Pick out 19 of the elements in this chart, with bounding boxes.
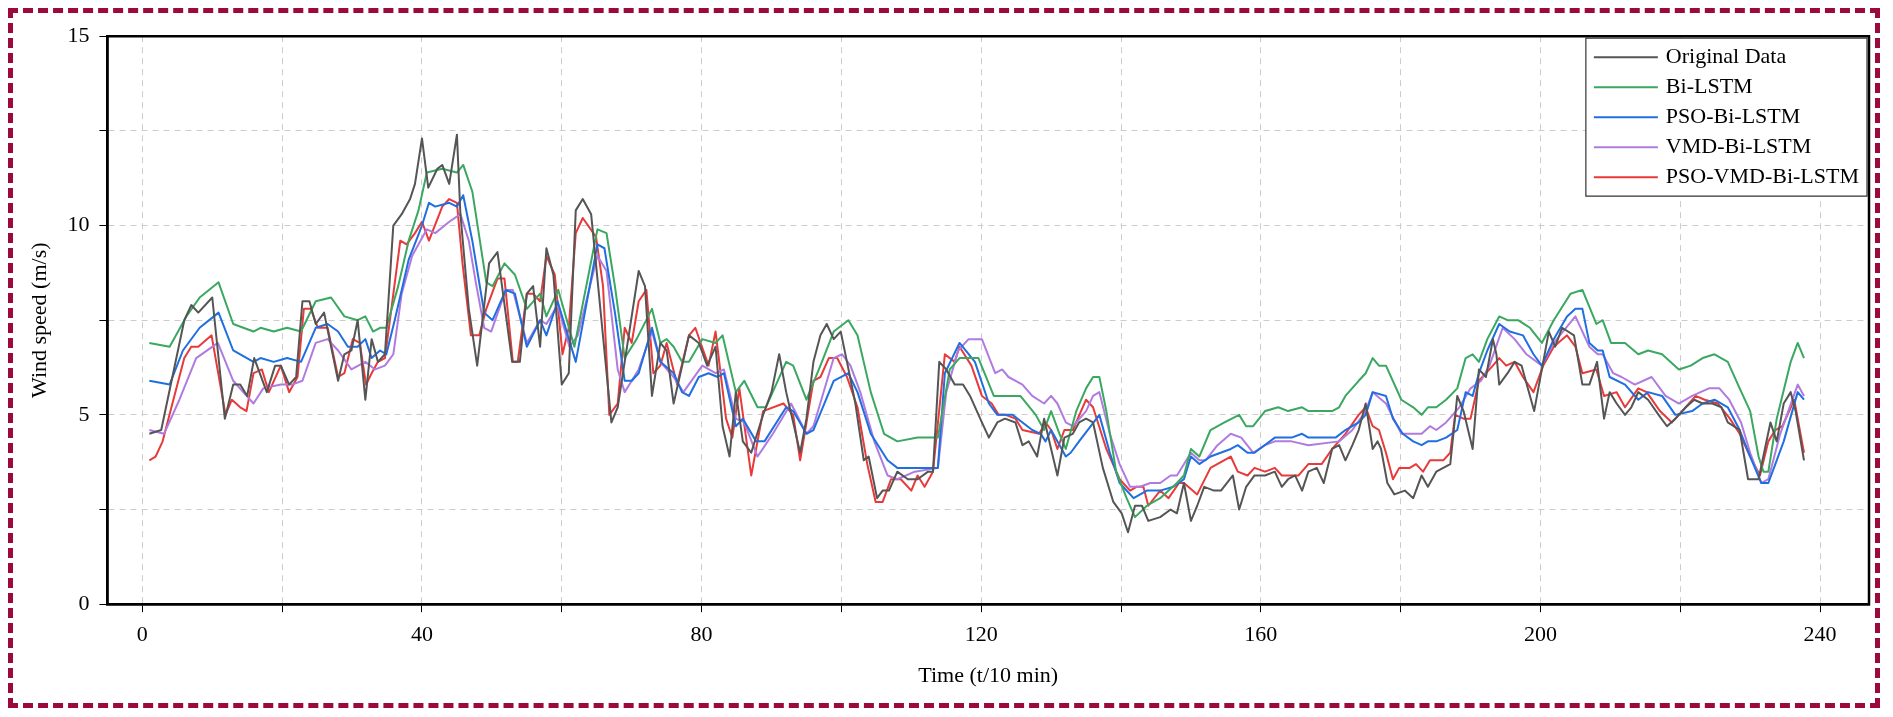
legend-label: PSO-Bi-LSTM — [1665, 102, 1801, 128]
x-tick-label: 0 — [136, 621, 148, 647]
x-tick-label: 80 — [690, 621, 713, 647]
dashed-frame: Time (t/10 min) Wind speed (m/s) 0 40 80 120 160 200 240 0 5 10 15 Original Data Bi-LSTM PSO-Bi-LSTM VMD-Bi-LSTM PSO-VMD-Bi-LSTM — [8, 8, 1880, 708]
y-tick-label: 0 — [78, 589, 90, 615]
x-tick-label: 120 — [964, 621, 998, 647]
legend-label: Bi-LSTM — [1665, 72, 1753, 98]
y-tick-label: 15 — [67, 21, 90, 47]
legend-label: Original Data — [1665, 42, 1787, 68]
x-tick-label: 40 — [410, 621, 433, 647]
x-tick-label: 240 — [1803, 621, 1837, 647]
x-tick-label: 200 — [1523, 621, 1557, 647]
legend-label: PSO-VMD-Bi-LSTM — [1665, 162, 1860, 188]
legend-label: VMD-Bi-LSTM — [1665, 132, 1812, 158]
y-axis-title: Wind speed (m/s) — [25, 242, 51, 398]
y-tick-label: 5 — [78, 400, 90, 426]
y-tick-label: 10 — [67, 211, 90, 237]
x-tick-label: 160 — [1244, 621, 1278, 647]
x-axis-title: Time (t/10 min) — [918, 661, 1059, 687]
